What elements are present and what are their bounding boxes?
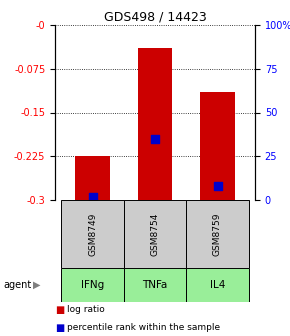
Text: ■: ■	[55, 305, 64, 315]
Point	[153, 136, 157, 141]
Bar	[124, 200, 186, 268]
Text: GSM8759: GSM8759	[213, 212, 222, 256]
Bar	[138, 48, 172, 200]
Bar	[61, 268, 124, 302]
Text: IL4: IL4	[210, 280, 225, 290]
Text: log ratio: log ratio	[67, 305, 104, 314]
Text: GSM8754: GSM8754	[151, 212, 160, 256]
Bar	[186, 268, 249, 302]
Text: ■: ■	[55, 323, 64, 333]
Text: agent: agent	[3, 280, 31, 290]
Text: percentile rank within the sample: percentile rank within the sample	[67, 324, 220, 333]
Bar	[200, 92, 235, 200]
Text: TNFa: TNFa	[142, 280, 168, 290]
Text: GSM8749: GSM8749	[88, 212, 97, 256]
Bar	[186, 200, 249, 268]
Bar	[61, 200, 124, 268]
Point	[90, 194, 95, 199]
Point	[215, 183, 220, 189]
Title: GDS498 / 14423: GDS498 / 14423	[104, 11, 206, 24]
Bar	[124, 268, 186, 302]
Text: IFNg: IFNg	[81, 280, 104, 290]
Text: ▶: ▶	[33, 280, 41, 290]
Bar	[75, 156, 110, 200]
